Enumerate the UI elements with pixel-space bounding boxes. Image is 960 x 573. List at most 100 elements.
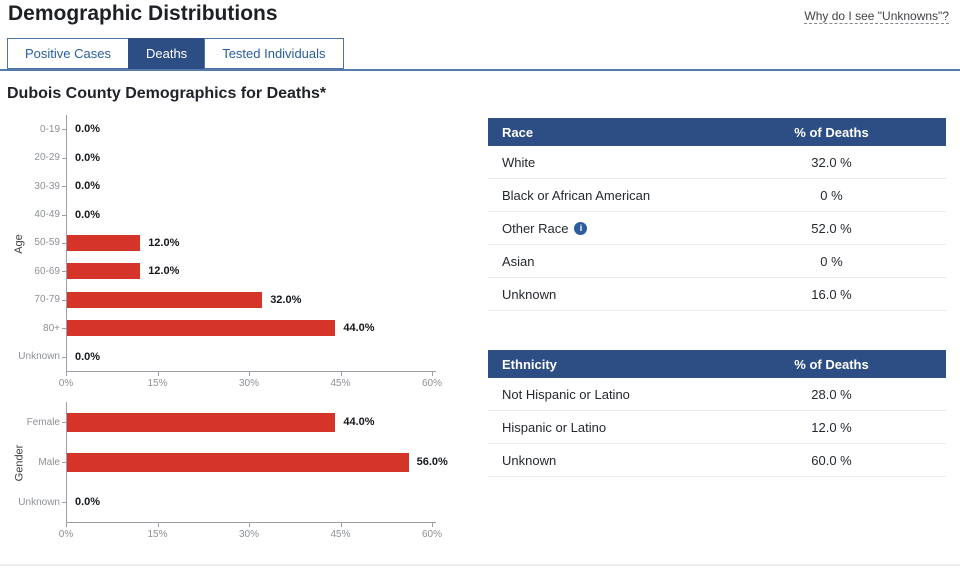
label-cell: Hispanic or Latino <box>488 420 717 435</box>
value-cell: 0 % <box>820 253 843 269</box>
value-cell: 16.0 % <box>811 286 852 302</box>
value-label: 0.0% <box>75 123 101 136</box>
x-tick-mark <box>66 372 67 376</box>
category-label: 50-59 <box>34 237 60 249</box>
label-cell: Other Race i <box>488 221 717 236</box>
tab-positive-cases[interactable]: Positive Cases <box>7 38 129 69</box>
table-row: Black or African American 0 % <box>488 179 946 212</box>
row-label: Black or African American <box>502 187 651 203</box>
value-label: 56.0% <box>416 456 448 468</box>
tab-bar: Positive Cases Deaths Tested Individuals <box>7 38 344 69</box>
x-tick-label: 0% <box>58 378 74 389</box>
gender-chart-plot: Female 44.0% Male 56.0% Unknown 0.0% <box>18 402 448 523</box>
label-cell: Black or African American <box>488 188 717 203</box>
bar <box>67 263 141 280</box>
value-cell: 32.0 % <box>811 154 852 170</box>
value-label: 0.0% <box>75 151 101 164</box>
category-label: 80+ <box>43 322 60 334</box>
chart-row: 80+ 44.0% <box>43 314 436 342</box>
unknowns-help-link[interactable]: Why do I see "Unknowns"? <box>804 9 949 25</box>
info-icon[interactable]: i <box>574 221 588 235</box>
value-cell: 0 % <box>820 187 843 203</box>
x-tick-label: 45% <box>330 529 351 540</box>
table-row: Asian 0 % <box>488 245 946 278</box>
row-label: Unknown <box>502 286 557 302</box>
x-tick-mark <box>340 372 342 376</box>
x-tick-label: 45% <box>330 378 351 389</box>
footer-divider <box>0 564 960 566</box>
category-label: Female <box>26 416 60 428</box>
table-row: Unknown 60.0 % <box>488 444 946 477</box>
label-cell: Not Hispanic or Latino <box>488 387 717 402</box>
table-header-cell: % of Deaths <box>794 356 869 372</box>
row-label: Not Hispanic or Latino <box>502 386 630 402</box>
value-label: 0.0% <box>75 496 101 508</box>
table-header-cell: Race <box>502 124 534 140</box>
bar <box>67 291 263 308</box>
age-chart-plot: 0-19 0.0% 20-29 0.0% 30-39 0.0% 40-49 0.0% 50-59… <box>18 115 436 372</box>
category-label: 30-39 <box>34 180 60 192</box>
x-tick-label: 15% <box>147 529 168 540</box>
x-tick-mark <box>66 523 67 527</box>
value-label: 32.0% <box>270 293 302 306</box>
label-cell: Unknown <box>488 453 717 468</box>
value-label: 44.0% <box>343 416 375 428</box>
value-label: 0.0% <box>75 180 101 193</box>
page-title: Demographic Distributions <box>8 2 278 25</box>
tab-tested-individuals[interactable]: Tested Individuals <box>204 38 344 69</box>
x-tick-mark <box>340 523 342 527</box>
table-header-row: Ethnicity % of Deaths <box>488 350 946 378</box>
value-cell: 52.0 % <box>811 220 852 236</box>
table-row: Not Hispanic or Latino 28.0 % <box>488 378 946 411</box>
tab-bar-underline <box>0 69 960 71</box>
x-tick-mark <box>432 523 433 527</box>
race-table: Race % of Deaths White 32.0 % Black or Afric… <box>488 118 946 311</box>
table-row: Unknown 16.0 % <box>488 278 946 311</box>
row-label: Other Race <box>502 220 569 236</box>
value-label: 12.0% <box>148 236 180 249</box>
category-label: 60-69 <box>34 265 60 277</box>
chart-row: Unknown 0.0% <box>18 482 436 522</box>
row-label: Asian <box>502 253 535 269</box>
x-tick-label: 60% <box>421 378 443 389</box>
chart-row: Unknown 0.0% <box>18 343 436 371</box>
row-label: White <box>502 154 536 170</box>
value-cell: 60.0 % <box>811 452 852 468</box>
ethnicity-table: Ethnicity % of Deaths Not Hispanic or Lati… <box>488 350 946 477</box>
category-label: 70-79 <box>34 294 60 306</box>
chart-row: 30-39 0.0% <box>34 172 436 200</box>
row-label: Unknown <box>502 452 557 468</box>
age-axis-title: Age <box>13 233 26 254</box>
table-header-cell: Ethnicity <box>502 356 557 372</box>
x-tick-mark <box>249 372 250 376</box>
bar <box>67 412 336 432</box>
category-label: Unknown <box>18 351 60 363</box>
x-tick-label: 15% <box>147 378 168 389</box>
chart-row: Female 44.0% <box>27 402 436 442</box>
value-label: 0.0% <box>75 350 101 363</box>
x-tick-label: 30% <box>238 378 260 389</box>
x-tick-mark <box>432 372 433 376</box>
bar <box>67 320 336 337</box>
category-label: 0-19 <box>39 123 60 135</box>
table-header-cell: % of Deaths <box>794 124 869 140</box>
chart-row: 70-79 32.0% <box>34 286 436 314</box>
age-chart-x-axis: 0% 15% 30% 45% 60% <box>59 372 442 392</box>
x-tick-label: 30% <box>238 529 260 540</box>
category-label: Unknown <box>18 496 60 508</box>
gender-chart-x-axis: 0% 15% 30% 45% 60% <box>59 523 442 543</box>
x-tick-label: 0% <box>58 529 74 540</box>
chart-row: 20-29 0.0% <box>34 143 436 171</box>
row-label: Hispanic or Latino <box>502 419 607 435</box>
tab-deaths[interactable]: Deaths <box>127 38 206 69</box>
value-label: 12.0% <box>148 265 180 278</box>
chart-row: 60-69 12.0% <box>34 257 436 285</box>
value-cell: 12.0 % <box>811 419 852 435</box>
chart-row: Male 56.0% <box>38 442 448 482</box>
table-row: Other Race i 52.0 % <box>488 212 946 245</box>
value-label: 0.0% <box>75 208 101 221</box>
bar <box>67 452 409 472</box>
category-label: 20-29 <box>34 152 60 164</box>
x-tick-mark <box>157 372 159 376</box>
